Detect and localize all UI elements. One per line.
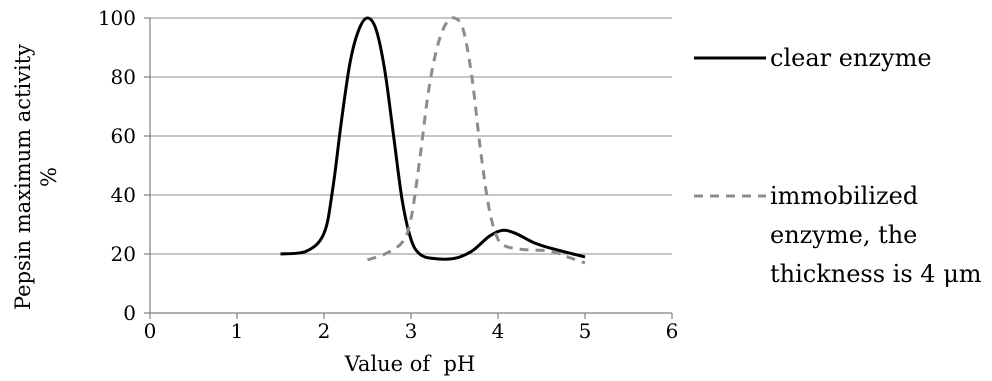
y-tick-label-40: 40 (111, 183, 136, 207)
y-tick-label-100: 100 (98, 6, 136, 30)
x-tick-label-1: 1 (231, 319, 244, 343)
y-tick-labels: 0 20 40 60 80 100 (98, 6, 150, 325)
y-tick-label-80: 80 (111, 65, 136, 89)
x-tick-label-4: 4 (492, 319, 505, 343)
y-axis-title-line-1: Pepsin maximum activity (11, 44, 35, 310)
x-tick-label-2: 2 (318, 319, 331, 343)
x-tick-label-5: 5 (579, 319, 592, 343)
legend-label-immobilized-line-2: enzyme, the (770, 221, 917, 249)
y-tick-label-60: 60 (111, 124, 136, 148)
x-axis-title: Value of pH (344, 352, 476, 376)
x-tick-labels: 0 1 2 3 4 5 6 (144, 313, 679, 343)
x-tick-label-6: 6 (666, 319, 679, 343)
y-axis-title: Pepsin maximum activity % (11, 44, 61, 310)
y-tick-label-20: 20 (111, 242, 136, 266)
series-lines (280, 16, 586, 265)
legend: clear enzyme immobilized enzyme, the thi… (694, 44, 982, 288)
legend-label-immobilized-line-3: thickness is 4 μm (770, 260, 982, 288)
x-tick-label-3: 3 (405, 319, 418, 343)
axes (149, 18, 672, 314)
y-axis-title-line-2: % (37, 167, 61, 187)
series-line-immobilized-enzyme (367, 16, 586, 265)
y-tick-label-0: 0 (123, 301, 136, 325)
gridlines (150, 17, 672, 255)
series-line-clear-enzyme (280, 16, 586, 261)
legend-label-clear-enzyme: clear enzyme (770, 44, 932, 72)
x-tick-label-0: 0 (144, 319, 157, 343)
legend-label-immobilized-line-1: immobilized (770, 182, 918, 210)
